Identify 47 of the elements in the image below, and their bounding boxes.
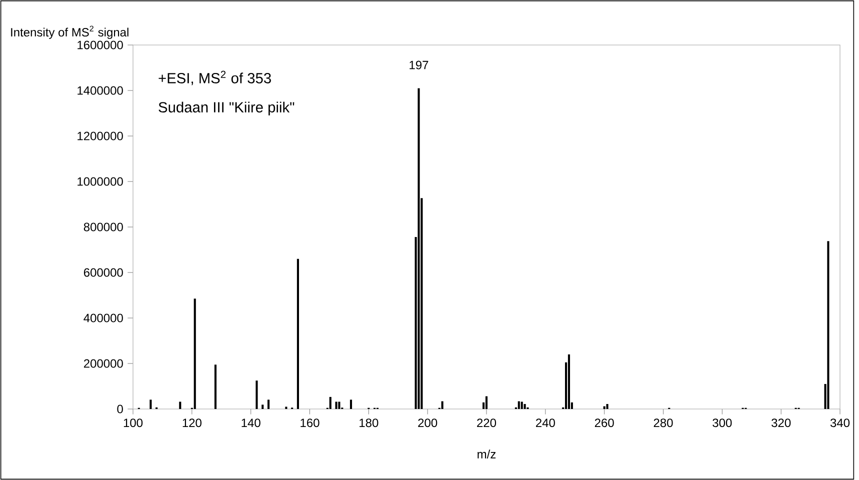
x-tick-label: 180 [360,418,378,428]
x-tick-label: 200 [418,418,438,428]
bar [179,402,182,409]
bar [150,400,152,409]
bar [194,298,196,409]
x-tick-label: 340 [830,418,850,428]
y-tick-label: 1400000 [78,86,123,95]
y-axis-title: Intensity of MS$^{2}$ signal [11,26,128,39]
x-tick-label: 220 [477,418,496,428]
x-tick-label: 120 [182,418,202,428]
bar [568,354,570,409]
bar [518,401,520,409]
annotation: Sudaan III "Kiire piik" [158,102,294,116]
y-tick-label: 800000 [84,222,123,232]
y-tick-label: 1200000 [78,132,123,140]
bar [606,404,608,409]
x-tick-label: 320 [772,418,791,428]
x-tick-label: 160 [300,418,320,428]
bar [214,364,217,409]
y-tick-label: 1600000 [78,40,123,50]
bar [335,402,338,409]
x-tick-label: 300 [712,418,732,428]
bar [267,400,270,409]
y-tick-label: 200000 [84,359,123,368]
x-tick-label: 260 [594,418,614,428]
bar [296,258,299,409]
annotation: +ESI, MS$^{2}$ of 353 [158,70,271,86]
x-tick-label: 100 [124,418,143,428]
bar [441,401,444,409]
y-tick-label: 1000000 [78,177,123,186]
bar [350,400,352,409]
annotation: 197 [410,60,428,70]
bar [329,396,332,409]
bar [418,88,420,409]
y-tick-label: 600000 [84,268,123,277]
bar [338,402,340,409]
bar [262,404,264,409]
y-tick-label: 400000 [84,314,123,322]
bar [520,402,523,409]
bar [524,404,526,409]
x-tick-label: 240 [536,418,555,428]
x-tick-label: 140 [242,418,260,428]
x-axis-title: m/z [478,450,496,458]
bar [256,380,258,409]
bar [827,241,830,409]
y-tick-label: 0 [117,404,123,414]
x-tick-label: 280 [654,418,673,428]
